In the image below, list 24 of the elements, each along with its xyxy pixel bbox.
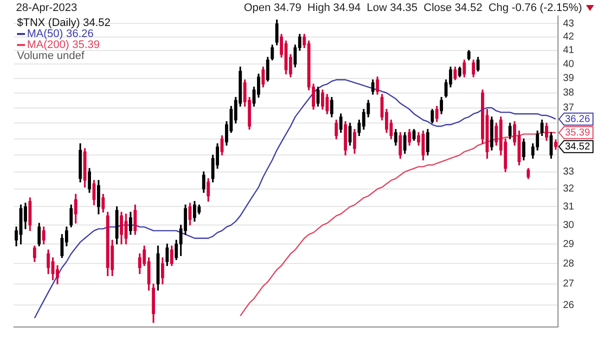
y-tick-label: 29	[563, 238, 575, 250]
data-label: 36.26	[565, 114, 590, 125]
y-tick-label: 41	[563, 45, 575, 56]
y-tick-label: 42	[563, 32, 575, 43]
legend-title: $TNX (Daily) 34.52	[17, 17, 111, 30]
y-tick-label: 43	[563, 18, 575, 30]
y-tick-label: 31	[563, 201, 575, 212]
annotation: Volume undef	[17, 50, 86, 62]
y-tick-label: 40	[563, 58, 575, 70]
y-tick-label: 28	[563, 258, 575, 270]
y-tick-label: 37	[563, 102, 575, 114]
data-label: 35.39	[565, 127, 590, 138]
text: 34.52	[565, 141, 590, 152]
legend-label: MA(200) 35.39	[27, 39, 100, 52]
y-tick-label: 26	[563, 300, 575, 311]
y-tick-label: 33	[563, 166, 575, 178]
legend-label: MA(50) 36.26	[27, 28, 94, 40]
y-tick-label: 32	[563, 184, 575, 195]
chart-title: 28-Apr-2023	[16, 2, 78, 14]
y-tick-label: 38	[563, 88, 575, 99]
y-tick-label: 30	[563, 220, 575, 231]
y-tick-label: 27	[563, 278, 575, 290]
y-tick-label: 39	[563, 73, 575, 84]
chart-subtitle: Open 34.79 High 34.94 Low 34.35 Close 34.52 Chg -0.76 (-2.15%)	[244, 2, 582, 14]
